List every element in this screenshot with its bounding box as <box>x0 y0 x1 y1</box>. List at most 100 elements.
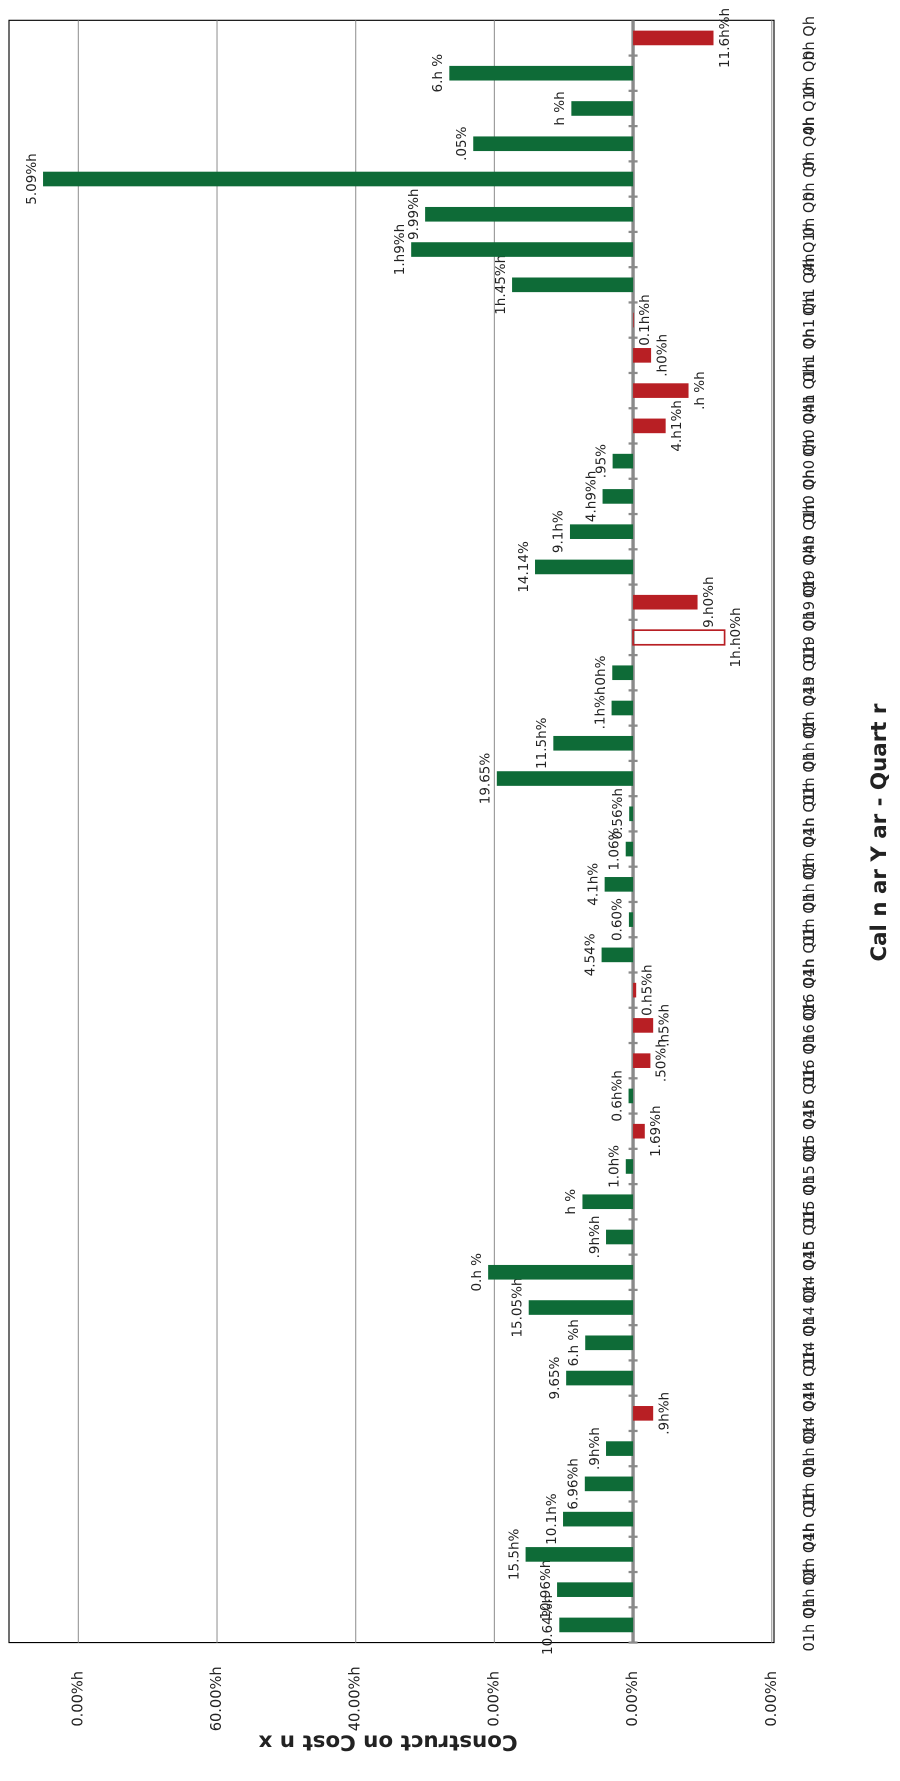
y-tick-label: 01h Qh <box>801 893 818 946</box>
value-label: 6.h % <box>430 54 446 93</box>
bar <box>633 348 652 363</box>
y-tick-label: 019 Qh <box>801 576 818 629</box>
value-label: 10.96%h <box>538 1560 554 1620</box>
y-tick-label: 01h Qh <box>801 1457 818 1510</box>
value-label: 15.5h% <box>506 1529 522 1581</box>
bar <box>633 594 698 610</box>
bar <box>604 877 634 892</box>
bar <box>571 101 634 116</box>
value-label: 14.14% <box>516 541 532 593</box>
y-tick-label: 014 Q1h <box>801 1347 818 1410</box>
value-label: .95% <box>593 444 609 478</box>
x-axis-title: Construct on Cost n x <box>258 1730 517 1755</box>
y-tick-label: 01h Q1h <box>801 783 818 846</box>
value-label: .0h% <box>593 655 609 689</box>
y-tick-label: 0h1 Qh <box>801 293 818 346</box>
bar <box>632 629 726 646</box>
bar <box>633 312 634 328</box>
value-label: 0.56%h <box>610 788 626 839</box>
bar <box>425 206 634 222</box>
bar <box>449 65 634 81</box>
plot-frame <box>8 19 775 1644</box>
value-label: .9h%h <box>587 1427 603 1470</box>
value-label: 0.60% <box>610 898 626 941</box>
y-tick-label: 0h Q4h <box>801 117 818 170</box>
value-label: h % <box>563 1189 579 1215</box>
y-tick-label: 01h Q4h <box>801 677 818 740</box>
value-label: 11.6h%h <box>717 8 733 68</box>
y-tick-label: 015 Qh <box>801 1175 818 1228</box>
bar <box>559 1617 634 1633</box>
value-label: 19.65% <box>478 753 494 805</box>
bar <box>525 1547 634 1562</box>
bar <box>512 277 634 293</box>
bar <box>566 1370 634 1386</box>
y-tick-label: 016 Q4h <box>801 959 818 1022</box>
value-label: .1h%h <box>592 687 608 730</box>
y-tick-label: 015 Q4h <box>801 1100 818 1163</box>
bar <box>612 665 634 681</box>
y-tick-label: 015 Q1h <box>801 1206 818 1269</box>
bar <box>496 771 634 786</box>
value-label: 9.1h% <box>551 510 567 553</box>
bar <box>633 418 666 434</box>
y-tick-label: 01h Q1h <box>801 924 818 987</box>
bar <box>557 1582 634 1597</box>
bar <box>633 30 714 46</box>
value-label: .9h%h <box>656 1392 672 1435</box>
value-label: 15.05%h <box>509 1278 525 1338</box>
y-tick-label: 015 Qh <box>801 1140 818 1193</box>
y-tick-label: 0h0 Q1h <box>801 500 818 563</box>
value-label: 1h.45%h <box>493 255 509 315</box>
y-tick-label: 019 Qh <box>801 611 818 664</box>
bar <box>535 559 634 575</box>
y-tick-label: 0h1 Qh <box>801 329 818 382</box>
bar <box>563 1511 634 1527</box>
x-tick-label: 0.00%h <box>69 1671 86 1727</box>
y-tick-label: 01h Qh <box>801 752 818 805</box>
y-tick-label: 0h Qh <box>801 192 818 236</box>
value-label: 10.64%h <box>540 1595 556 1655</box>
bar <box>628 912 634 927</box>
y-tick-label: 0h Qh <box>801 51 818 95</box>
value-label: 4.h1%h <box>669 400 685 451</box>
y-tick-label: 014 Q4h <box>801 1241 818 1304</box>
x-tick-label: 0.00%h <box>485 1671 502 1727</box>
value-label: 5.09%h <box>24 153 40 204</box>
value-label: 9.65% <box>547 1356 563 1399</box>
value-label: .h5%h <box>656 1004 672 1047</box>
y-tick-label: 0h0 Qh <box>801 470 818 523</box>
y-tick-label: 016 Q1h <box>801 1065 818 1128</box>
bar <box>569 524 634 539</box>
y-tick-label: 01h Q1h <box>801 1488 818 1551</box>
value-label: 6.h %h <box>566 1319 582 1366</box>
bar <box>633 383 689 398</box>
bar <box>633 1053 651 1068</box>
value-label: 0.6h%h <box>609 1070 625 1121</box>
value-label: 9.h0%h <box>701 576 717 627</box>
y-tick-label: 01h Qh <box>801 1422 818 1475</box>
y-tick-label: 0h Q1h <box>801 82 818 135</box>
bar <box>528 1300 634 1315</box>
y-tick-label: 0h0 Q4h <box>801 395 818 458</box>
bar <box>43 171 634 187</box>
y-tick-label: 0h Qh <box>801 16 818 60</box>
y-tick-label: 01h Qh <box>801 858 818 911</box>
y-tick-label: 0h Qh <box>801 157 818 201</box>
x-tick-label: 60.00%h <box>208 1666 225 1731</box>
value-label: 4.54% <box>582 933 598 976</box>
y-tick-label: 0h Q1h <box>801 223 818 276</box>
bar <box>411 242 634 257</box>
y-tick-label: 01h Qh <box>801 1563 818 1616</box>
y-tick-label: 016 Qh <box>801 1034 818 1087</box>
value-label: 1.h9%h <box>392 224 408 275</box>
bar <box>633 982 637 998</box>
bar <box>606 1441 634 1456</box>
bar <box>611 700 634 716</box>
y-axis-title: Cal n ar Y ar - Quart r <box>867 703 892 961</box>
y-tick-label: 0h0 Qh <box>801 435 818 488</box>
value-label: 0.1h%h <box>637 294 653 345</box>
bar <box>602 489 634 504</box>
